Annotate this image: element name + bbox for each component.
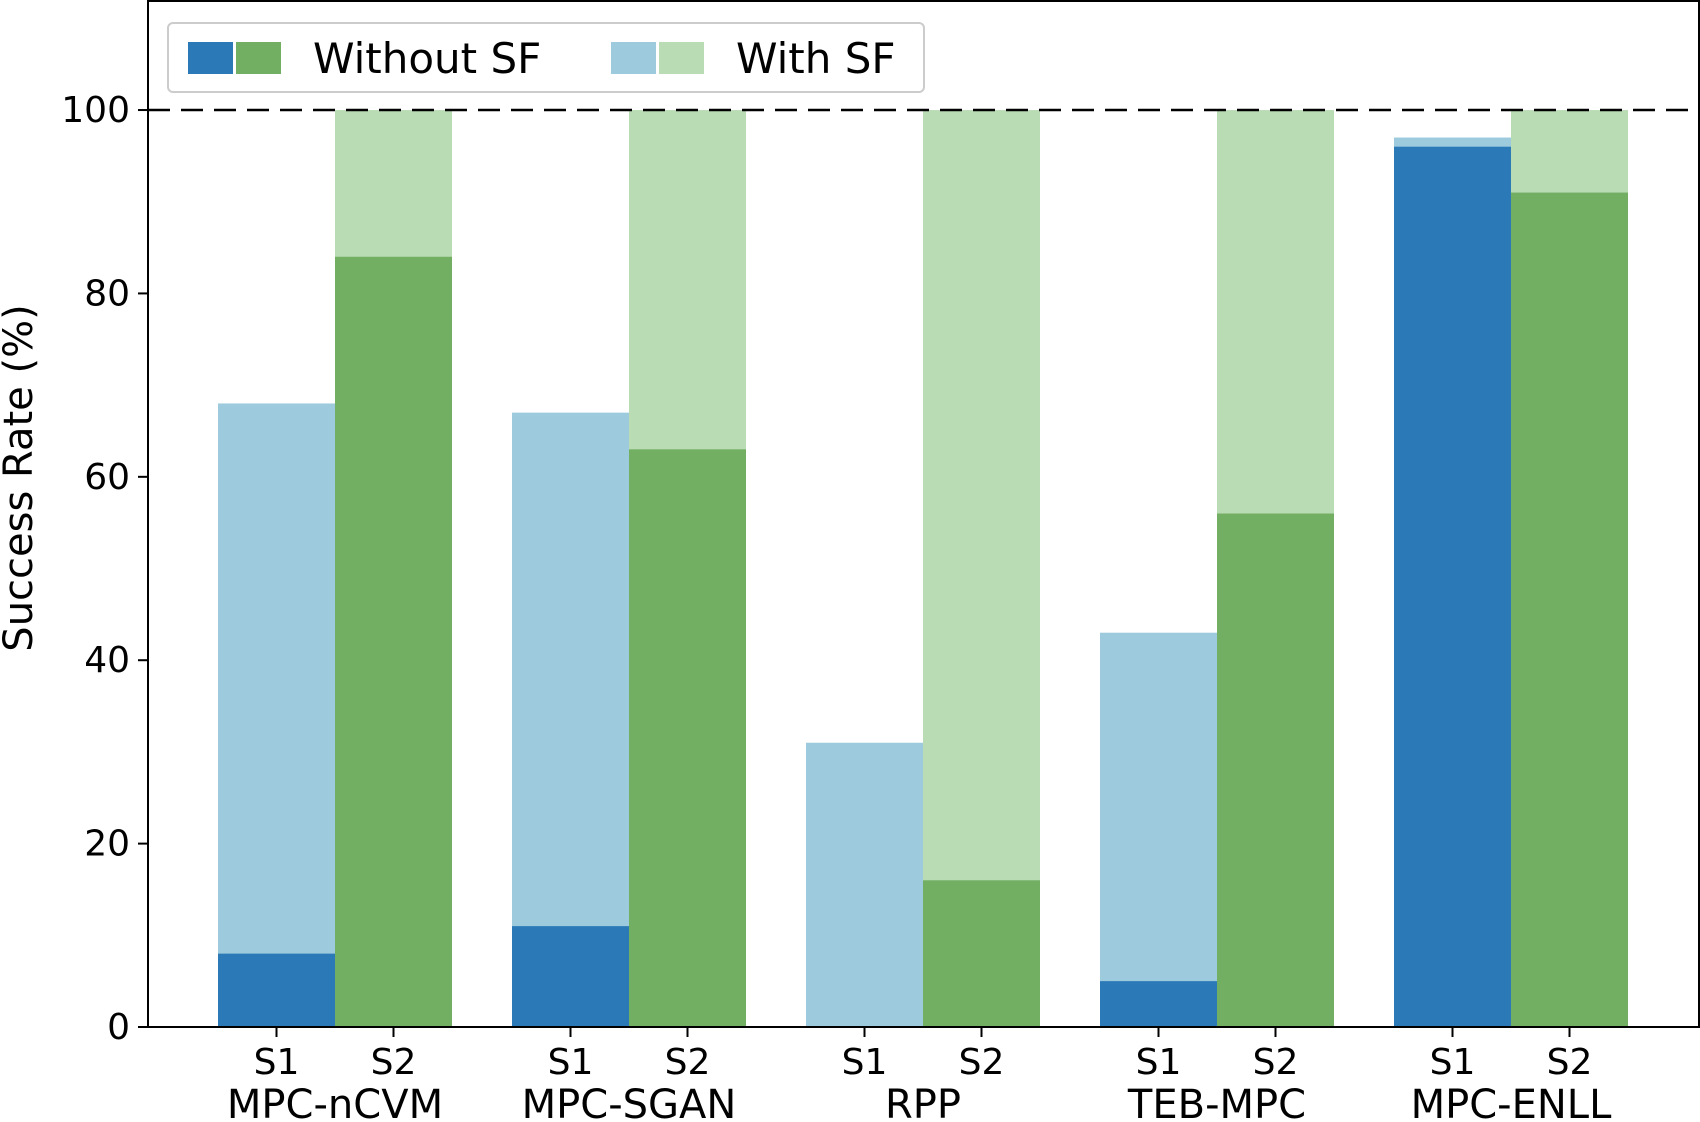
- legend-label-without-sf: Without SF: [313, 34, 541, 83]
- group-label-rpp: RPP: [885, 1082, 961, 1122]
- x-tick-label-rpp-s1: S1: [842, 1042, 888, 1083]
- legend: Without SF With SF: [167, 22, 925, 93]
- bar-mpc-sgan-s1-with-sf: [512, 412, 629, 1028]
- x-tick-label-teb-mpc-s1: S1: [1136, 1042, 1182, 1083]
- bar-mpc-sgan-s1-without-sf: [512, 926, 629, 1027]
- legend-frame: [167, 22, 925, 93]
- legend-swatch-with-sf-2: [659, 42, 704, 74]
- bar-teb-mpc-s2-without-sf: [1217, 513, 1334, 1027]
- group-label-mpc-sgan: MPC-SGAN: [522, 1082, 737, 1122]
- bar-rpp-s2-with-sf: [923, 110, 1040, 1028]
- legend-swatch-without-sf-2: [236, 42, 281, 74]
- legend-swatch-without-sf-1: [188, 42, 233, 74]
- group-label-mpc-enll: MPC-ENLL: [1411, 1082, 1612, 1122]
- y-axis-label: Success Rate (%): [0, 304, 42, 651]
- bar-mpc-ncvm-s2-without-sf: [335, 256, 452, 1027]
- bar-rpp-s2-without-sf: [923, 880, 1040, 1027]
- bars-layer: [218, 110, 1628, 1028]
- y-tick-label-80: 80: [84, 273, 130, 314]
- bar-rpp-s1-with-sf: [806, 742, 923, 1027]
- bar-mpc-enll-s2-without-sf: [1511, 192, 1628, 1027]
- bar-teb-mpc-s1-without-sf: [1100, 981, 1217, 1027]
- y-tick-label-40: 40: [84, 640, 130, 681]
- legend-swatch-with-sf-1: [611, 42, 656, 74]
- axes-layer: [147, 0, 1700, 1028]
- x-tick-label-mpc-ncvm-s2: S2: [371, 1042, 417, 1083]
- legend-label-with-sf: With SF: [736, 34, 896, 83]
- bar-mpc-ncvm-s1-with-sf: [218, 403, 335, 1027]
- bar-mpc-enll-s1-without-sf: [1394, 146, 1511, 1027]
- group-label-mpc-ncvm: MPC-nCVM: [227, 1082, 443, 1122]
- group-label-teb-mpc: TEB-MPC: [1127, 1082, 1306, 1122]
- y-tick-label-100: 100: [61, 90, 130, 131]
- x-tick-label-mpc-enll-s1: S1: [1430, 1042, 1476, 1083]
- x-tick-label-mpc-enll-s2: S2: [1547, 1042, 1593, 1083]
- x-tick-label-mpc-ncvm-s1: S1: [254, 1042, 300, 1083]
- x-tick-label-mpc-sgan-s1: S1: [548, 1042, 594, 1083]
- y-tick-label-0: 0: [107, 1007, 130, 1048]
- y-tick-label-60: 60: [84, 457, 130, 498]
- y-tick-label-20: 20: [84, 824, 130, 865]
- x-tick-label-teb-mpc-s2: S2: [1253, 1042, 1299, 1083]
- bar-mpc-ncvm-s1-without-sf: [218, 953, 335, 1027]
- bar-teb-mpc-s1-with-sf: [1100, 632, 1217, 1027]
- x-tick-label-mpc-sgan-s2: S2: [665, 1042, 711, 1083]
- x-tick-label-rpp-s2: S2: [959, 1042, 1005, 1083]
- bar-mpc-sgan-s2-without-sf: [629, 449, 746, 1027]
